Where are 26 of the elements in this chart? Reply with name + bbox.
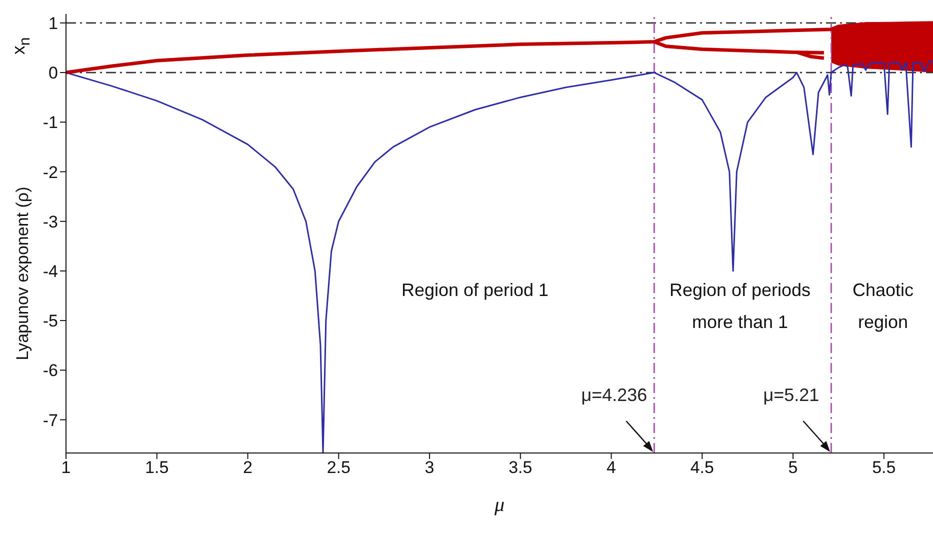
y-tick-label: -3: [42, 212, 58, 232]
x-tick-label: 5: [788, 458, 798, 478]
x-tick-label: 2: [243, 458, 252, 478]
x-tick-label: 3: [424, 458, 434, 478]
y-tick-label: -7: [42, 410, 58, 430]
y-tick-label: 1: [48, 14, 58, 33]
y-axis-title: Lyapunov exponent (ρ): [13, 186, 32, 360]
annotation: μ=4.236: [581, 385, 648, 405]
x-axis-title: μ: [493, 494, 505, 516]
annotation: Chaotic region: [852, 279, 914, 334]
annotation: μ=5.21: [763, 385, 820, 405]
y-tick-label: 0: [48, 64, 58, 83]
x-tick-label: 2.5: [326, 458, 350, 478]
y-tick-label: -6: [42, 361, 58, 380]
annotation: Region of period 1: [401, 279, 549, 302]
x-tick-label: 5.5: [872, 458, 896, 478]
x-tick-label: 4.5: [690, 458, 714, 478]
x-tick-label: 1: [61, 458, 71, 478]
y-tick-label: -2: [42, 162, 58, 182]
y-tick-label: -1: [42, 113, 58, 132]
x-tick-label: 1.5: [145, 458, 169, 478]
y-tick-label: -4: [42, 262, 58, 281]
y-tick-label: -5: [42, 312, 58, 331]
annotation: Region of periods more than 1: [669, 279, 811, 334]
x-tick-label: 3.5: [508, 458, 532, 478]
x-tick-label: 4: [606, 458, 616, 478]
